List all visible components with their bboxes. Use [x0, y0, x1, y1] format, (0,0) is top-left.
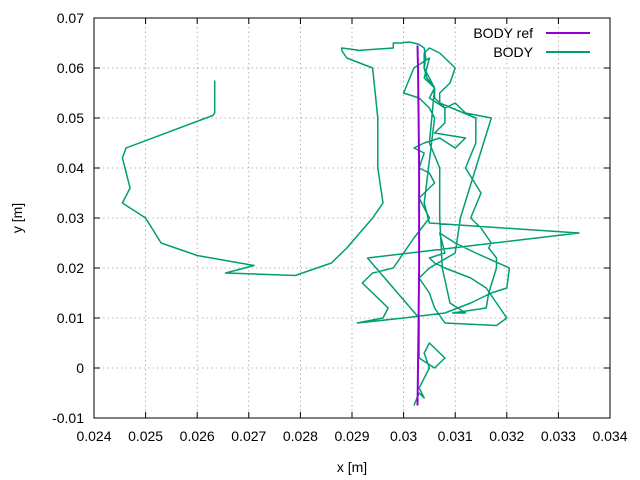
y-tick-label: -0.01 [52, 410, 84, 426]
x-tick-label: 0.028 [283, 428, 318, 444]
y-tick-label: 0.07 [57, 10, 84, 26]
x-axis-label: x [m] [337, 459, 367, 475]
y-tick-label: 0.01 [57, 310, 84, 326]
x-tick-label: 0.027 [231, 428, 266, 444]
x-tick-label: 0.031 [438, 428, 473, 444]
y-axis-label: y [m] [9, 203, 25, 233]
y-tick-label: 0.02 [57, 260, 84, 276]
legend-label: BODY [493, 44, 533, 60]
axis-ticks [93, 17, 611, 419]
y-tick-labels: -0.01 0 0.01 0.02 0.03 0.04 0.05 0.06 0.07 [52, 10, 84, 426]
series-line-1 [121, 41, 580, 406]
x-tick-label: 0.03 [390, 428, 417, 444]
y-tick-label: 0.03 [57, 210, 84, 226]
y-tick-label: 0 [76, 360, 84, 376]
series-line-0 [416, 45, 421, 406]
legend-label: BODY ref [473, 25, 533, 41]
grid-lines [94, 18, 610, 418]
x-tick-label: 0.026 [180, 428, 215, 444]
x-tick-label: 0.033 [541, 428, 576, 444]
y-tick-label: 0.06 [57, 60, 84, 76]
x-tick-label: 0.034 [592, 428, 627, 444]
x-tick-label: 0.032 [489, 428, 524, 444]
y-tick-label: 0.04 [57, 160, 84, 176]
x-tick-label: 0.029 [334, 428, 369, 444]
series-lines [121, 41, 580, 406]
x-tick-label: 0.025 [128, 428, 163, 444]
y-tick-label: 0.05 [57, 110, 84, 126]
x-tick-label: 0.024 [76, 428, 111, 444]
x-tick-labels: 0.024 0.025 0.026 0.027 0.028 0.029 0.03 0.031 0… [76, 428, 627, 444]
legend: BODY ref BODY [473, 25, 590, 60]
